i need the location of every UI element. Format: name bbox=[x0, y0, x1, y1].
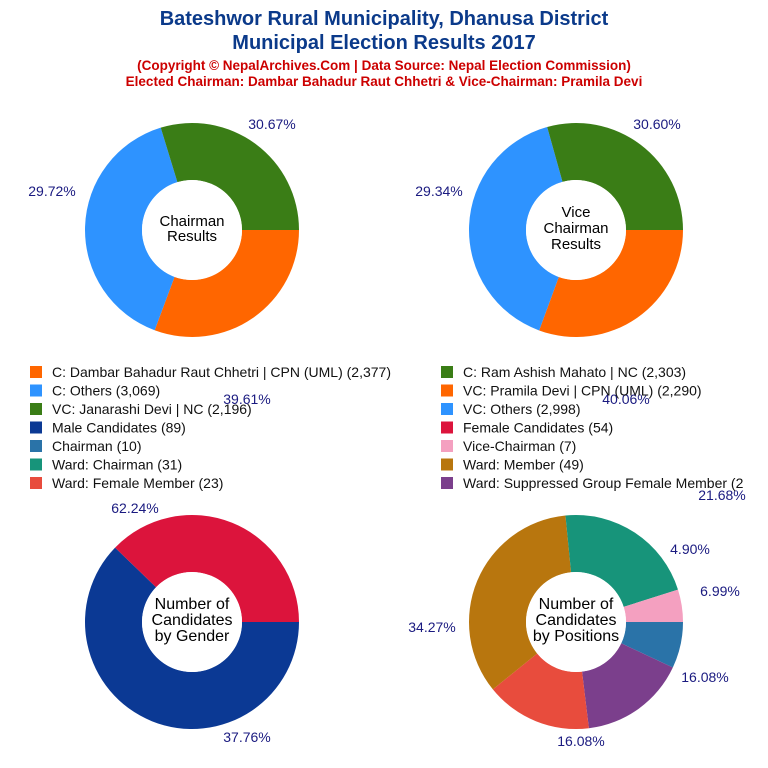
percent-label: 4.90% bbox=[670, 541, 710, 557]
donut-slice bbox=[469, 515, 572, 690]
percent-label: 37.76% bbox=[223, 729, 270, 745]
legend-label: Ward: Female Member (23) bbox=[52, 475, 223, 491]
percent-label: 29.72% bbox=[28, 183, 75, 199]
percent-label: 30.67% bbox=[248, 116, 295, 132]
donut-center-label: Chairman bbox=[159, 213, 224, 230]
legend-swatch bbox=[30, 421, 42, 434]
donut-hole bbox=[142, 572, 242, 672]
legend-item: C: Ram Ashish Mahato | NC (2,303) bbox=[441, 364, 686, 380]
legend: C: Dambar Bahadur Raut Chhetri | CPN (UM… bbox=[30, 364, 744, 491]
legend-label: Chairman (10) bbox=[52, 438, 141, 454]
legend-item: VC: Others (2,998) bbox=[441, 401, 581, 417]
chart-title: Bateshwor Rural Municipality, Dhanusa Di… bbox=[159, 8, 609, 30]
legend-item: Vice-Chairman (7) bbox=[441, 438, 576, 454]
copyright-subtitle: (Copyright © NepalArchives.Com | Data So… bbox=[137, 58, 631, 73]
donut-slice bbox=[84, 127, 178, 331]
donut-center-label: Number of bbox=[539, 596, 614, 613]
legend-swatch bbox=[30, 384, 42, 397]
legend-swatch bbox=[30, 477, 42, 489]
donut-center-label: by Positions bbox=[533, 628, 619, 645]
donut-slice bbox=[115, 514, 299, 622]
donut-slice bbox=[85, 547, 300, 729]
donut-center-label: Candidates bbox=[152, 612, 233, 629]
legend-item: VC: Janarashi Devi | NC (2,196) bbox=[30, 401, 252, 417]
legend-label: C: Dambar Bahadur Raut Chhetri | CPN (UM… bbox=[52, 364, 391, 380]
legend-item: Ward: Female Member (23) bbox=[30, 475, 223, 491]
legend-label: Vice-Chairman (7) bbox=[463, 438, 576, 454]
donut-chart-4: 6.99% 16.08% 16.08% 34.27% 21.68% 4.90% Number… bbox=[408, 487, 745, 749]
donut-slice bbox=[539, 230, 683, 338]
legend-item: C: Dambar Bahadur Raut Chhetri | CPN (UM… bbox=[30, 364, 391, 380]
donut-slice bbox=[621, 622, 683, 668]
donut-slice bbox=[565, 515, 678, 607]
legend-item: C: Others (3,069) bbox=[30, 383, 160, 399]
legend-swatch bbox=[441, 458, 453, 471]
legend-swatch bbox=[30, 458, 42, 471]
legend-label: Male Candidates (89) bbox=[52, 420, 186, 436]
legend-label: Ward: Member (49) bbox=[463, 457, 584, 473]
legend-swatch bbox=[30, 440, 42, 452]
legend-label: C: Ram Ashish Mahato | NC (2,303) bbox=[463, 364, 686, 380]
legend-swatch bbox=[441, 421, 453, 434]
elected-subtitle: Elected Chairman: Dambar Bahadur Raut Ch… bbox=[125, 74, 643, 89]
legend-label: VC: Janarashi Devi | NC (2,196) bbox=[52, 401, 252, 417]
percent-label: 16.08% bbox=[557, 733, 604, 749]
donut-center-label: Results bbox=[167, 228, 217, 245]
legend-label: Ward: Chairman (31) bbox=[52, 457, 182, 473]
legend-item: Ward: Chairman (31) bbox=[30, 457, 182, 473]
legend-label: VC: Pramila Devi | CPN (UML) (2,290) bbox=[463, 383, 702, 399]
donut-center-label: Chairman bbox=[543, 220, 608, 237]
percent-label: 39.61% bbox=[223, 391, 270, 407]
percent-label: 62.24% bbox=[111, 500, 158, 516]
donut-slice bbox=[623, 589, 683, 622]
percent-label: 30.60% bbox=[633, 116, 680, 132]
donut-slice bbox=[492, 653, 589, 729]
legend-label: VC: Others (2,998) bbox=[463, 401, 581, 417]
legend-label: C: Others (3,069) bbox=[52, 383, 160, 399]
legend-swatch bbox=[441, 384, 453, 397]
donut-hole bbox=[142, 180, 242, 280]
donut-center-label: Candidates bbox=[536, 612, 617, 629]
legend-swatch bbox=[441, 403, 453, 415]
legend-item: VC: Pramila Devi | CPN (UML) (2,290) bbox=[441, 383, 702, 399]
donut-slice bbox=[154, 230, 299, 337]
legend-swatch bbox=[30, 403, 42, 415]
legend-swatch bbox=[441, 477, 453, 489]
legend-item: Male Candidates (89) bbox=[30, 420, 186, 436]
legend-label: Female Candidates (54) bbox=[463, 420, 613, 436]
percent-label: 6.99% bbox=[700, 583, 740, 599]
donut-hole bbox=[526, 572, 626, 672]
legend-swatch bbox=[441, 366, 453, 378]
donut-center-label: by Gender bbox=[155, 628, 230, 645]
legend-item: Ward: Member (49) bbox=[441, 457, 584, 473]
percent-label: 40.06% bbox=[602, 391, 649, 407]
legend-label: Ward: Suppressed Group Female Member (2 bbox=[463, 475, 744, 491]
donut-slice bbox=[547, 122, 683, 230]
donut-center-label: Results bbox=[551, 236, 601, 253]
legend-swatch bbox=[441, 440, 453, 452]
legend-item: Female Candidates (54) bbox=[441, 420, 613, 436]
legend-item: Chairman (10) bbox=[30, 438, 141, 454]
legend-swatch bbox=[30, 366, 42, 378]
donut-slice bbox=[469, 126, 563, 331]
donut-hole bbox=[526, 180, 626, 280]
donut-center-label: Vice bbox=[562, 204, 591, 221]
percent-label: 29.34% bbox=[415, 183, 462, 199]
donut-slice bbox=[582, 643, 673, 729]
percent-label: 16.08% bbox=[681, 669, 728, 685]
percent-label: 21.68% bbox=[698, 487, 745, 503]
chart-title-line2: Municipal Election Results 2017 bbox=[232, 32, 536, 54]
percent-label: 34.27% bbox=[408, 619, 455, 635]
donut-center-label: Number of bbox=[155, 596, 230, 613]
legend-item: Ward: Suppressed Group Female Member (2 bbox=[441, 475, 744, 491]
donut-slice bbox=[160, 123, 299, 230]
